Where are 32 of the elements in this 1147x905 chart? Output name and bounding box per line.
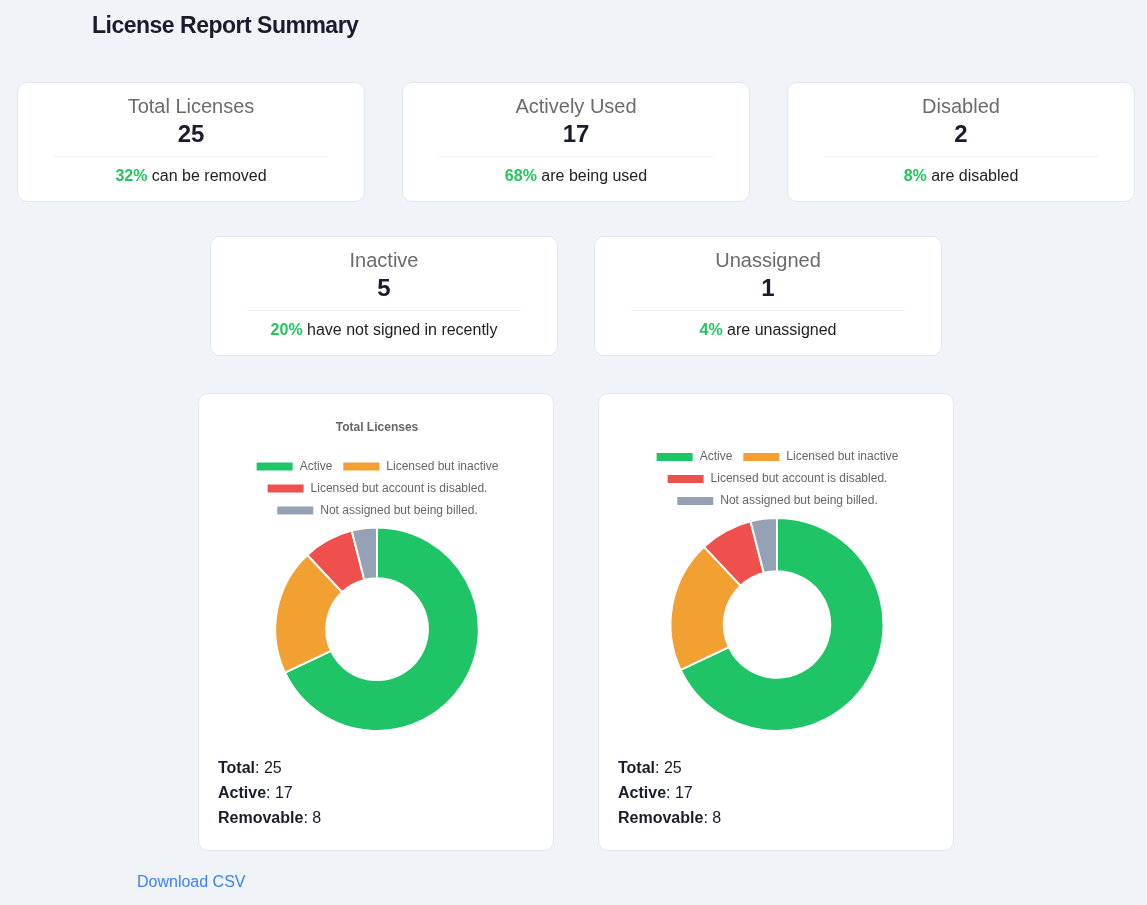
category-label: Unassigned [714,249,822,272]
category-label: Actively Used [514,95,638,118]
chart-title: Total Licenses [335,419,419,434]
text: 68% are being used [503,167,649,185]
legend-label: Active [299,458,333,473]
text: 8% are disabled [902,167,1020,185]
legend-label: Licensed but inactive [386,458,499,473]
legend-label: Licensed but account is disabled. [310,480,488,495]
text: Total: 25 [618,758,683,778]
text: Total: 25 [218,758,283,778]
legend-label: Licensed but inactive [786,449,899,464]
data-label: 5 [376,274,392,302]
text: Removable: 8 [218,808,322,828]
legend-label: Not assigned but being billed. [720,493,878,508]
text: Active: 17 [218,783,294,803]
text: 20% have not signed in recently [269,321,499,339]
text: 32% can be removed [114,167,268,185]
text: 4% are unassigned [698,321,838,339]
data-label: 1 [760,274,776,302]
data-label: 17 [561,120,591,148]
text: Active: 17 [618,783,694,803]
data-label: 25 [176,120,206,148]
data-label: 2 [953,120,969,148]
text: Download CSV [137,873,246,891]
legend-label: Licensed but account is disabled. [710,471,888,486]
category-label: Disabled [921,95,1001,118]
category-label: Total Licenses [126,95,256,118]
category-label: Inactive [348,249,420,272]
legend-label: Not assigned but being billed. [320,502,478,517]
legend-label: Active [699,449,733,464]
text: Removable: 8 [618,808,722,828]
text: License Report Summary [92,12,359,39]
